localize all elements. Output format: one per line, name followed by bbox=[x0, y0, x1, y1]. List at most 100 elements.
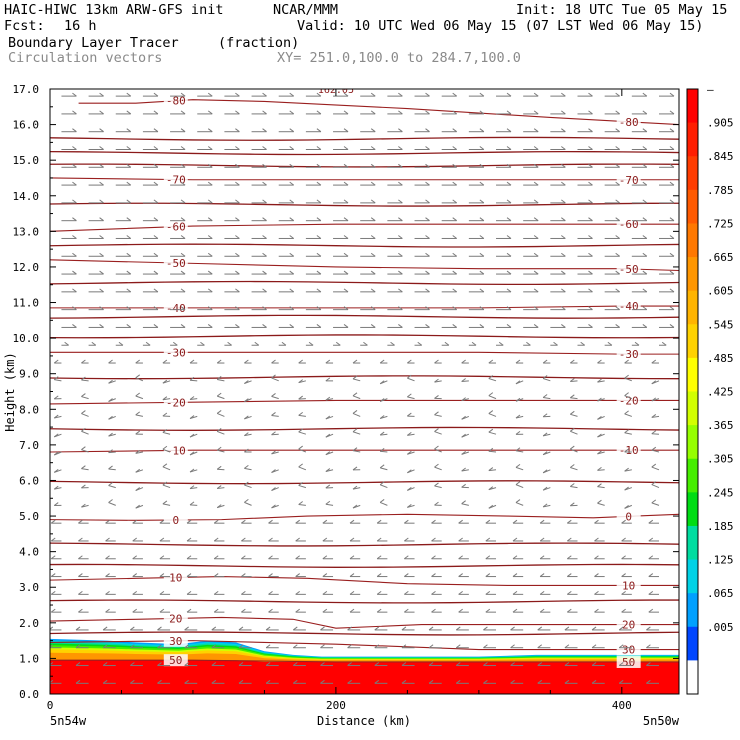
vector-arrow-head bbox=[533, 163, 539, 168]
vector-arrow-head bbox=[370, 110, 376, 115]
vector-arrow-head bbox=[50, 644, 54, 648]
vector-arrow-head bbox=[352, 485, 358, 490]
vector-arrow bbox=[624, 432, 632, 435]
colorbar-label: .605 bbox=[707, 285, 734, 298]
vector-arrow-head bbox=[216, 359, 222, 364]
vector-arrow-head bbox=[651, 446, 657, 451]
vector-arrow-head bbox=[506, 146, 512, 150]
vector-arrow-head bbox=[458, 519, 463, 524]
temperature-contour bbox=[50, 305, 679, 309]
vector-arrow-head bbox=[370, 324, 376, 328]
vector-arrow-head bbox=[81, 465, 86, 470]
vector-arrow-head bbox=[322, 573, 328, 577]
vector-arrow-head bbox=[434, 445, 439, 450]
vector-arrow-head bbox=[211, 626, 217, 631]
vector-arrow-head bbox=[461, 397, 466, 402]
vector-arrow bbox=[217, 487, 225, 490]
vector-arrow-head bbox=[343, 92, 349, 97]
vector-arrow-head bbox=[651, 481, 657, 485]
vector-arrow-head bbox=[159, 608, 165, 613]
vector-arrow-head bbox=[642, 252, 648, 257]
vector-arrow bbox=[515, 484, 524, 489]
vector-arrow-head bbox=[265, 679, 271, 684]
vector-arrow-head bbox=[126, 128, 132, 133]
vector-arrow-head bbox=[398, 324, 403, 328]
vector-arrow-head bbox=[488, 392, 494, 397]
vector-arrow-head bbox=[591, 662, 597, 666]
vector-arrow-head bbox=[298, 445, 303, 450]
contour-label: -70 bbox=[166, 174, 186, 187]
vector-arrow-head bbox=[479, 92, 485, 97]
vector-arrow-head bbox=[561, 235, 566, 239]
vector-arrow-head bbox=[207, 146, 213, 150]
colorbar-label: .185 bbox=[707, 520, 734, 533]
vector-arrow-head bbox=[184, 644, 189, 649]
contour-label-bg bbox=[163, 220, 188, 233]
vector-arrow-head bbox=[162, 412, 168, 417]
vector-arrow bbox=[543, 504, 551, 508]
vector-arrow bbox=[434, 380, 442, 383]
valid-time: Valid: 10 UTC Wed 06 May 15 (07 LST Wed … bbox=[297, 18, 704, 34]
vector-arrow-head bbox=[349, 608, 355, 613]
vector-arrow-head bbox=[72, 288, 77, 293]
contour-label-bg bbox=[163, 301, 188, 314]
vector-arrow bbox=[624, 395, 633, 400]
vector-arrow-head bbox=[262, 324, 267, 328]
vector-arrow-head bbox=[72, 128, 77, 133]
vector-arrow-head bbox=[506, 92, 512, 97]
vector-arrow-head bbox=[153, 270, 159, 275]
x-left-location: 5n54w bbox=[50, 714, 87, 728]
contour-label-bg bbox=[163, 444, 188, 457]
vector-arrow-head bbox=[244, 398, 249, 403]
vector-arrow-head bbox=[262, 110, 267, 115]
colorbar-label: .665 bbox=[707, 251, 734, 264]
vector-arrow-head bbox=[207, 181, 213, 186]
vector-arrow-head bbox=[108, 432, 113, 437]
init-time: Init: 18 UTC Tue 05 May 15 bbox=[516, 2, 728, 18]
vector-arrow-head bbox=[458, 608, 463, 613]
vector-arrow-head bbox=[669, 252, 675, 257]
vector-arrow-head bbox=[316, 110, 322, 115]
vector-arrow-head bbox=[398, 163, 403, 168]
vector-arrow bbox=[597, 469, 605, 471]
vector-arrow-head bbox=[316, 252, 322, 257]
vector-arrow-head bbox=[651, 499, 657, 504]
vector-arrow-head bbox=[588, 252, 593, 257]
vector-arrow-head bbox=[506, 163, 512, 168]
vector-arrow-head bbox=[452, 235, 457, 239]
vector-arrow bbox=[570, 413, 578, 417]
vector-arrow-head bbox=[135, 449, 141, 454]
vector-arrow-head bbox=[343, 128, 349, 133]
vector-arrow-head bbox=[235, 306, 240, 311]
vector-arrow-head bbox=[216, 428, 222, 432]
vector-arrow-head bbox=[268, 608, 273, 613]
vector-arrow-head bbox=[479, 146, 485, 150]
vector-arrow-head bbox=[316, 181, 322, 186]
vector-arrow-head bbox=[461, 467, 466, 472]
vector-arrow-head bbox=[374, 662, 380, 666]
vector-arrow-head bbox=[153, 163, 159, 168]
vector-arrow-head bbox=[262, 92, 267, 97]
vector-arrow-head bbox=[379, 481, 385, 486]
vector-arrow bbox=[542, 378, 551, 382]
isentrope-line bbox=[50, 480, 679, 485]
colorbar-label: .785 bbox=[707, 184, 734, 197]
colorbar-label: .125 bbox=[707, 554, 734, 567]
vector-arrow bbox=[651, 484, 660, 489]
vector-arrow-head bbox=[72, 199, 77, 204]
colorbar-swatch bbox=[687, 223, 698, 258]
x-tick-label: 0 bbox=[47, 699, 54, 712]
contour-label: -50 bbox=[166, 257, 186, 270]
y-tick-label: 14.0 bbox=[13, 190, 40, 203]
vector-arrow-head bbox=[374, 644, 380, 649]
vector-arrow-head bbox=[488, 467, 494, 471]
vector-arrow-head bbox=[597, 397, 602, 402]
vector-arrow-head bbox=[461, 483, 466, 488]
vector-arrow-head bbox=[370, 252, 376, 257]
vector-arrow-head bbox=[53, 359, 59, 364]
vector-arrow-head bbox=[352, 410, 358, 414]
vector-arrow-head bbox=[607, 341, 613, 346]
vector-arrow-head bbox=[186, 555, 192, 560]
vector-arrow-head bbox=[105, 519, 110, 524]
vector-arrow-head bbox=[53, 469, 59, 473]
